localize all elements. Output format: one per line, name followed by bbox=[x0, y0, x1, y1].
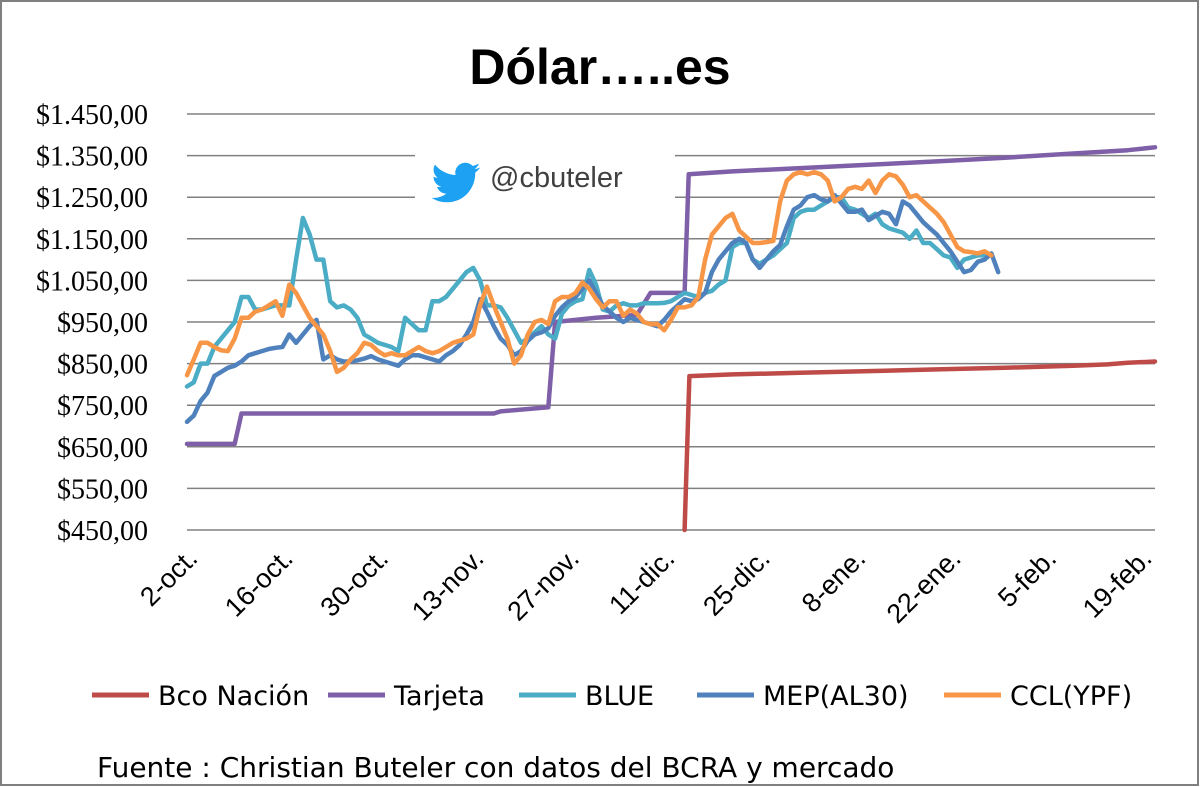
chart-title: Dólar…..es bbox=[469, 39, 730, 95]
y-tick-label: $650,00 bbox=[57, 433, 148, 464]
y-tick-label: $1.250,00 bbox=[36, 183, 148, 214]
y-tick-label: $1.450,00 bbox=[36, 100, 148, 131]
legend-label: Tarjeta bbox=[393, 681, 485, 712]
source-note: Fuente : Christian Buteler con datos del… bbox=[97, 751, 894, 784]
twitter-bird-icon bbox=[431, 162, 481, 203]
y-tick-labels: $450,00 $550,00 $650,00 $750,00 $850,00 $950,… bbox=[36, 100, 148, 547]
twitter-handle: @cbuteler bbox=[415, 150, 675, 203]
y-tick-label: $850,00 bbox=[57, 350, 148, 381]
y-tick-label: $750,00 bbox=[57, 391, 148, 422]
legend: Bco Nación Tarjeta BLUE MEP(AL30) CCL(YPF) bbox=[92, 681, 1132, 712]
y-tick-label: $1.050,00 bbox=[36, 266, 148, 297]
legend-label: CCL(YPF) bbox=[1010, 681, 1132, 712]
legend-label: Bco Nación bbox=[158, 681, 309, 712]
legend-label: BLUE bbox=[585, 681, 654, 712]
legend-label: MEP(AL30) bbox=[763, 681, 909, 712]
series-layer bbox=[184, 145, 1158, 533]
y-tick-label: $1.350,00 bbox=[36, 142, 148, 173]
series-line-ccl-ypf bbox=[184, 169, 994, 378]
y-tick-label: $550,00 bbox=[57, 474, 148, 505]
y-tick-label: $450,00 bbox=[57, 516, 148, 547]
series-line-bco-naci-n bbox=[682, 359, 1158, 533]
y-tick-label: $1.150,00 bbox=[36, 225, 148, 256]
twitter-handle-text: @cbuteler bbox=[490, 162, 623, 194]
y-tick-label: $950,00 bbox=[57, 308, 148, 339]
series-line-mep-al30 bbox=[184, 192, 1001, 425]
series-line-tarjeta bbox=[184, 145, 1158, 447]
